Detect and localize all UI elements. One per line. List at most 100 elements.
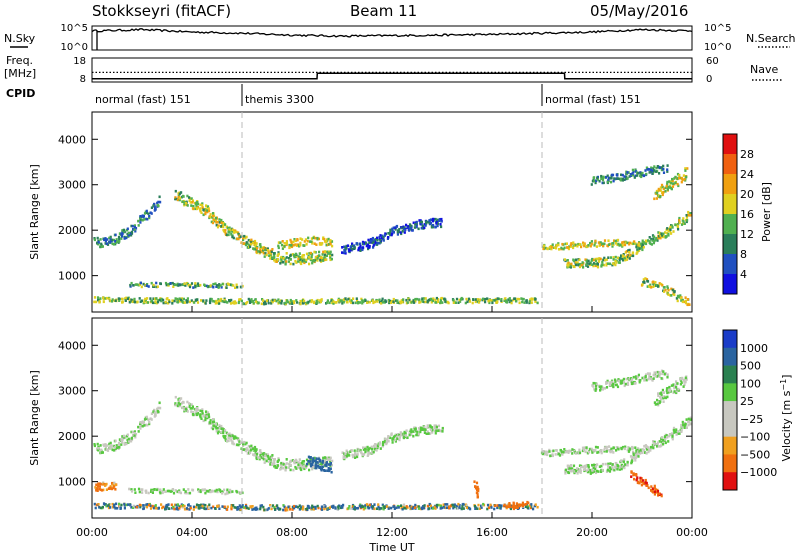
data-cell [231,228,234,231]
data-cell [209,213,212,216]
data-cell [331,301,334,305]
data-cell [378,241,381,245]
data-cell [357,248,360,252]
data-cell [150,490,153,493]
data-cell [604,258,607,262]
data-cell [125,442,128,446]
data-cell [240,505,243,509]
data-cell [290,244,293,247]
data-cell [685,378,688,381]
data-cell [472,298,475,301]
data-cell [102,488,105,492]
data-cell [650,243,653,246]
data-cell [566,259,569,262]
data-cell [329,463,332,466]
data-cell [674,223,677,227]
data-cell [358,504,361,508]
data-cell [362,453,365,457]
data-cell [289,238,292,242]
data-cell [412,299,415,303]
data-cell [323,253,326,257]
data-cell [326,301,329,304]
data-cell [356,299,359,302]
data-cell [329,240,332,244]
data-cell [156,407,159,411]
data-cell [608,449,611,452]
data-cell [250,242,253,246]
data-cell [313,250,316,254]
data-cell [253,445,257,449]
data-cell [354,301,357,305]
data-cell [643,379,646,382]
data-cell [322,236,325,239]
data-cell [373,447,376,451]
data-cell [426,424,429,427]
data-cell [203,507,206,511]
data-cell [155,281,158,285]
data-cell [661,388,664,392]
data-cell [276,258,279,261]
data-cell [107,504,110,507]
data-cell [301,302,304,305]
data-cell [114,488,117,491]
data-cell [269,257,272,260]
data-cell [221,490,224,493]
data-cell [123,506,126,510]
data-cell [669,180,672,183]
data-cell [621,173,624,177]
data-cell [172,285,175,288]
data-cell [280,461,283,465]
data-cell [190,204,193,207]
data-cell [209,299,212,302]
data-cell [372,244,375,247]
data-cell [264,252,267,255]
data-cell [600,174,603,178]
data-cell [437,424,441,428]
data-cell [685,216,689,219]
data-cell [356,242,359,245]
data-cell [308,252,311,255]
data-cell [662,370,665,373]
data-cell [659,195,662,198]
data-cell [374,237,377,241]
data-cell [643,482,646,486]
data-cell [104,242,107,245]
data-cell [586,470,589,474]
data-cell [97,241,100,244]
data-cell [584,467,587,471]
data-cell [361,240,365,244]
data-cell [373,503,376,506]
data-cell [353,507,356,511]
data-cell [687,423,690,427]
data-cell [587,465,590,469]
data-cell [552,449,555,453]
data-cell [670,384,673,387]
data-cell [185,491,188,495]
data-cell [212,285,215,289]
data-cell [371,447,374,451]
data-cell [437,429,440,432]
data-cell [123,237,126,240]
data-cell [151,504,154,508]
data-cell [664,288,667,292]
data-cell [574,452,577,455]
data-cell [99,444,102,447]
data-cell [270,250,273,254]
data-cell [383,234,387,237]
data-cell [399,231,402,234]
data-cell [615,242,618,245]
data-cell [199,203,202,207]
data-cell [666,287,669,290]
data-cell [666,170,669,173]
data-cell [652,280,655,284]
data-cell [233,302,236,305]
data-cell [595,245,598,248]
data-cell [235,506,238,510]
data-cell [534,297,537,301]
data-cell [628,175,631,178]
data-cell [128,300,131,304]
data-cell [269,249,272,253]
data-cell [439,301,442,305]
data-cell [678,219,681,222]
data-cell [106,444,109,447]
